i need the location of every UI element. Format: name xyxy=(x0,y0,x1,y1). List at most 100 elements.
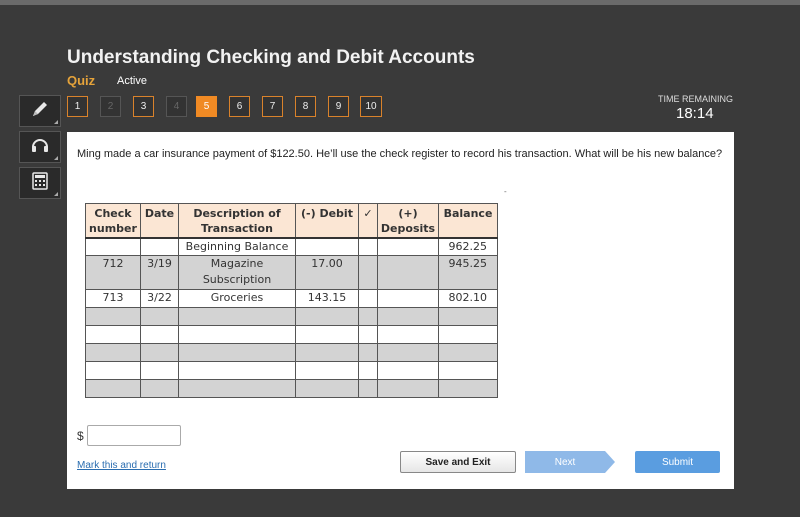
table-row xyxy=(85,325,498,344)
cell-check-number xyxy=(85,379,141,398)
currency-label: $ xyxy=(77,429,84,443)
cell-deposits xyxy=(377,343,439,362)
cell-balance xyxy=(438,325,498,344)
cell-check-number xyxy=(85,307,141,326)
cell-description xyxy=(178,307,296,326)
next-button[interactable]: Next xyxy=(525,451,615,473)
cell-debit xyxy=(295,361,359,380)
cell-description: Groceries xyxy=(178,289,296,308)
cell-description: Beginning Balance xyxy=(178,237,296,256)
cell-balance: 802.10 xyxy=(438,289,498,308)
cell-description: Magazine Subscription xyxy=(178,255,296,290)
question-panel: Ming made a car insurance payment of $12… xyxy=(67,132,734,489)
cell-deposits xyxy=(377,289,439,308)
page-title: Understanding Checking and Debit Account… xyxy=(67,47,475,68)
question-nav-3[interactable]: 3 xyxy=(133,96,154,117)
check-register-table: Check number Date Description of Transac… xyxy=(85,203,498,398)
cell-debit: 17.00 xyxy=(295,255,359,290)
cell-debit xyxy=(295,237,359,256)
cell-date xyxy=(140,307,179,326)
cell-description xyxy=(178,343,296,362)
section-label: Quiz xyxy=(67,73,96,88)
timer-label: TIME REMAINING xyxy=(658,94,734,104)
status-label: Active xyxy=(117,75,147,87)
question-text: Ming made a car insurance payment of $12… xyxy=(77,148,723,160)
table-row xyxy=(85,379,498,398)
cell-deposits xyxy=(377,255,439,290)
question-nav-1[interactable]: 1 xyxy=(67,96,88,117)
table-row: Beginning Balance 962.25 xyxy=(85,237,498,256)
submit-button[interactable]: Submit xyxy=(635,451,720,473)
cell-balance xyxy=(438,343,498,362)
table-row: 712 3/19 Magazine Subscription 17.00 945.25 xyxy=(85,255,498,290)
header-date: Date xyxy=(140,203,179,238)
cell-date xyxy=(140,237,179,256)
cell-debit xyxy=(295,343,359,362)
header-balance: Balance xyxy=(438,203,498,238)
question-nav-10[interactable]: 10 xyxy=(360,96,382,117)
question-nav-5[interactable]: 5 xyxy=(196,96,217,117)
cell-date: 3/19 xyxy=(140,255,179,290)
cell-balance xyxy=(438,379,498,398)
table-row xyxy=(85,361,498,380)
cell-debit: 143.15 xyxy=(295,289,359,308)
headphones-icon xyxy=(30,135,50,160)
mark-and-return-link[interactable]: Mark this and return xyxy=(77,460,166,471)
cell-balance xyxy=(438,307,498,326)
cell-date: 3/22 xyxy=(140,289,179,308)
cell-date xyxy=(140,325,179,344)
answer-input[interactable] xyxy=(87,425,181,446)
pencil-tool-button[interactable] xyxy=(19,95,61,127)
cell-check-number: 713 xyxy=(85,289,141,308)
cell-date xyxy=(140,343,179,362)
question-nav-4[interactable]: 4 xyxy=(166,96,187,117)
cell-check xyxy=(358,343,378,362)
calculator-icon xyxy=(31,171,49,195)
cell-check-number xyxy=(85,343,141,362)
cell-check xyxy=(358,237,378,256)
table-row: 713 3/22 Groceries 143.15 802.10 xyxy=(85,289,498,308)
cell-check-number xyxy=(85,325,141,344)
cell-check-number xyxy=(85,237,141,256)
cell-deposits xyxy=(377,361,439,380)
timer-value: 18:14 xyxy=(676,105,714,122)
cell-check xyxy=(358,255,378,290)
cell-balance xyxy=(438,361,498,380)
cell-debit xyxy=(295,325,359,344)
cell-description xyxy=(178,379,296,398)
question-nav-6[interactable]: 6 xyxy=(229,96,250,117)
cell-date xyxy=(140,361,179,380)
cell-description xyxy=(178,361,296,380)
table-row xyxy=(85,307,498,326)
header-deposits: (+) Deposits xyxy=(377,203,439,238)
top-strip xyxy=(0,0,800,5)
question-nav-8[interactable]: 8 xyxy=(295,96,316,117)
cell-debit xyxy=(295,379,359,398)
calculator-tool-button[interactable] xyxy=(19,167,61,199)
cell-debit xyxy=(295,307,359,326)
cell-deposits xyxy=(377,325,439,344)
cell-check xyxy=(358,361,378,380)
audio-tool-button[interactable] xyxy=(19,131,61,163)
cell-deposits xyxy=(377,379,439,398)
cell-check xyxy=(358,307,378,326)
cell-deposits xyxy=(377,307,439,326)
save-and-exit-button[interactable]: Save and Exit xyxy=(400,451,516,473)
pencil-icon xyxy=(30,99,50,124)
cell-balance: 962.25 xyxy=(438,237,498,256)
cell-check-number xyxy=(85,361,141,380)
question-nav-9[interactable]: 9 xyxy=(328,96,349,117)
cell-balance: 945.25 xyxy=(438,255,498,290)
header-description: Description of Transaction xyxy=(178,203,296,238)
question-mark: - xyxy=(504,187,507,196)
cell-check xyxy=(358,325,378,344)
header-check: ✓ xyxy=(358,203,378,238)
header-check-number: Check number xyxy=(85,203,141,238)
cell-description xyxy=(178,325,296,344)
table-row xyxy=(85,343,498,362)
header-debit: (-) Debit xyxy=(295,203,359,238)
question-nav-7[interactable]: 7 xyxy=(262,96,283,117)
cell-date xyxy=(140,379,179,398)
question-nav-2[interactable]: 2 xyxy=(100,96,121,117)
cell-deposits xyxy=(377,237,439,256)
